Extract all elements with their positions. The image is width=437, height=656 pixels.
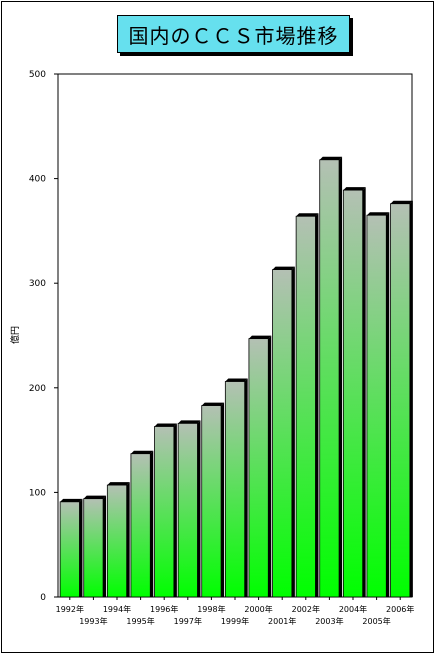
bar-1997年 (177, 422, 198, 598)
bar-side (291, 266, 295, 597)
bar-side (268, 335, 272, 597)
bar-top (272, 266, 295, 270)
x-tick-label: 2000年 (244, 604, 272, 614)
bar-side (103, 495, 107, 597)
bar-1994年 (106, 484, 128, 598)
bar-1995年 (130, 453, 151, 598)
y-tick-label: 300 (29, 279, 46, 289)
y-tick-label: 500 (29, 70, 46, 80)
x-tick-label: 1994年 (103, 604, 131, 614)
bar-top (343, 187, 366, 191)
bar-top (83, 495, 107, 499)
bars (59, 156, 413, 598)
x-tick-label: 1992年 (56, 604, 84, 614)
bar-top (107, 482, 130, 486)
bar-side (197, 420, 201, 597)
bar-2000年 (248, 338, 269, 598)
x-tick-label: 2005年 (362, 616, 390, 626)
bar-side (173, 423, 177, 597)
x-tick-label: 2003年 (315, 616, 343, 626)
bar-side (150, 450, 154, 597)
bar-2006年 (390, 203, 411, 598)
bar-top (390, 200, 413, 204)
x-tick-label: 1993年 (79, 616, 107, 626)
bar-top (178, 420, 201, 424)
bar-side (339, 156, 343, 597)
x-tick-label: 2006年 (386, 604, 414, 614)
bar-top (154, 423, 177, 427)
bar-side (244, 378, 248, 597)
y-axis: 0 100 200 300 400 500 (29, 70, 58, 603)
x-tick-label: 2001年 (268, 616, 296, 626)
x-axis: 1992年 1993年 1994年 1995年 1996年 1997年 1998年 1999年… (56, 597, 414, 626)
bar-2003年 (319, 159, 340, 598)
bar-top (248, 335, 272, 339)
bar-side (126, 482, 130, 597)
x-tick-label: 1997年 (174, 616, 202, 626)
chart-title: 国内のＣＣＳ市場推移 (117, 15, 350, 53)
bar-side (362, 187, 366, 597)
bar-top (319, 156, 343, 160)
bar-side (221, 402, 225, 597)
y-tick-label: 100 (29, 488, 46, 498)
y-tick-label: 200 (29, 384, 46, 394)
bar-1993年 (83, 498, 104, 598)
bar-top (60, 498, 83, 502)
bar-1999年 (224, 381, 246, 598)
x-tick-label: 1998年 (197, 604, 225, 614)
bar-2005年 (366, 214, 387, 598)
y-axis-label: 億円 (9, 326, 21, 344)
bar-2004年 (342, 189, 364, 598)
x-tick-label: 1995年 (126, 616, 154, 626)
bar-top (225, 378, 248, 382)
bar-top (130, 450, 154, 454)
x-tick-label: 1999年 (221, 616, 249, 626)
bar-side (409, 200, 413, 598)
x-tick-label: 2002年 (292, 604, 320, 614)
bar-side (386, 212, 390, 597)
y-tick-label: 0 (40, 593, 46, 603)
bar-1996年 (154, 426, 175, 598)
bar-2002年 (295, 215, 316, 598)
bar-top (201, 402, 225, 406)
x-tick-label: 2004年 (339, 604, 367, 614)
bar-2001年 (272, 269, 293, 598)
bar-1998年 (201, 405, 222, 598)
bar-side (79, 498, 83, 597)
bar-top (296, 213, 319, 217)
bar-top (366, 212, 390, 216)
y-tick-label: 400 (29, 175, 46, 185)
bar-side (315, 213, 319, 598)
bar-1992年 (59, 501, 80, 598)
x-tick-label: 1996年 (150, 604, 178, 614)
